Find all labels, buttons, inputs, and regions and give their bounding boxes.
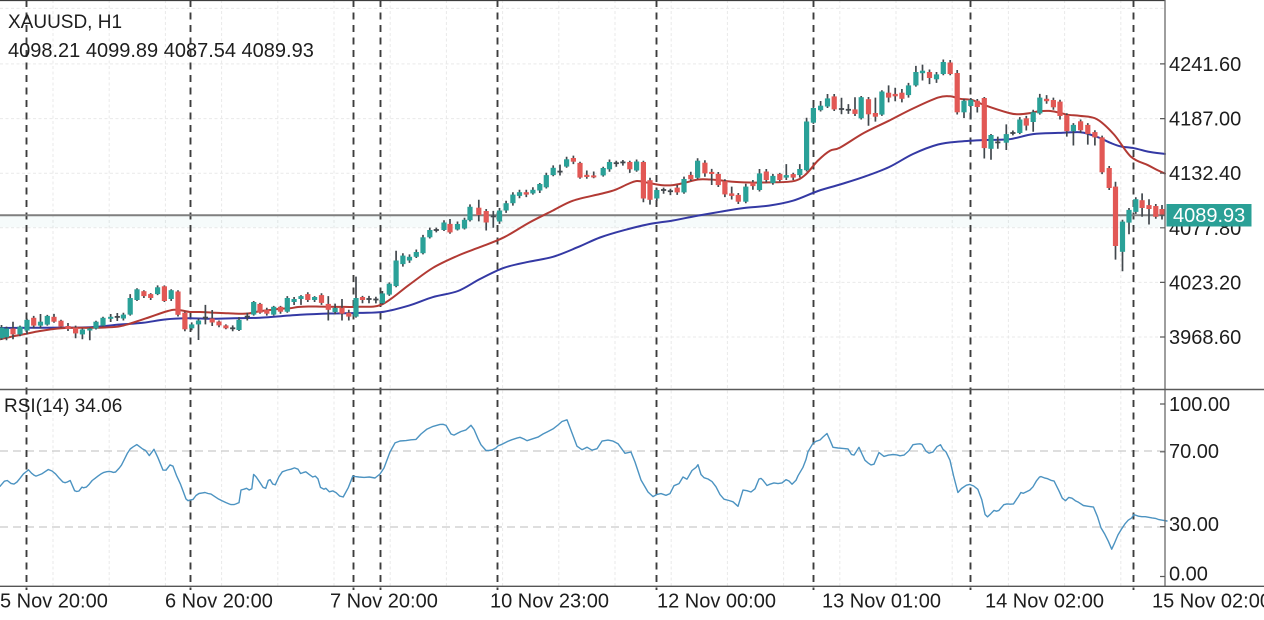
svg-text:4098.21 4099.89 4087.54 4089.9: 4098.21 4099.89 4087.54 4089.93 (8, 40, 314, 62)
svg-text:0.00: 0.00 (1169, 564, 1208, 586)
svg-text:13 Nov 01:00: 13 Nov 01:00 (822, 590, 941, 612)
svg-text:XAUUSD, H1: XAUUSD, H1 (8, 12, 122, 33)
svg-text:70.00: 70.00 (1169, 441, 1219, 463)
svg-text:4089.93: 4089.93 (1173, 205, 1245, 227)
svg-text:4241.60: 4241.60 (1169, 54, 1241, 76)
svg-text:RSI(14) 34.06: RSI(14) 34.06 (4, 396, 122, 417)
svg-text:12 Nov 00:00: 12 Nov 00:00 (657, 590, 776, 612)
svg-text:4187.00: 4187.00 (1169, 109, 1241, 131)
svg-text:15 Nov 02:00: 15 Nov 02:00 (1152, 590, 1264, 612)
svg-text:14 Nov 02:00: 14 Nov 02:00 (985, 590, 1104, 612)
svg-text:4023.20: 4023.20 (1169, 272, 1241, 294)
svg-text:10 Nov 23:00: 10 Nov 23:00 (490, 590, 609, 612)
svg-text:6 Nov 20:00: 6 Nov 20:00 (165, 590, 273, 612)
svg-text:5 Nov 20:00: 5 Nov 20:00 (0, 590, 108, 612)
svg-text:4132.40: 4132.40 (1169, 163, 1241, 185)
svg-text:30.00: 30.00 (1169, 514, 1219, 536)
svg-text:100.00: 100.00 (1169, 394, 1230, 416)
svg-text:7 Nov 20:00: 7 Nov 20:00 (330, 590, 438, 612)
svg-text:3968.60: 3968.60 (1169, 327, 1241, 349)
